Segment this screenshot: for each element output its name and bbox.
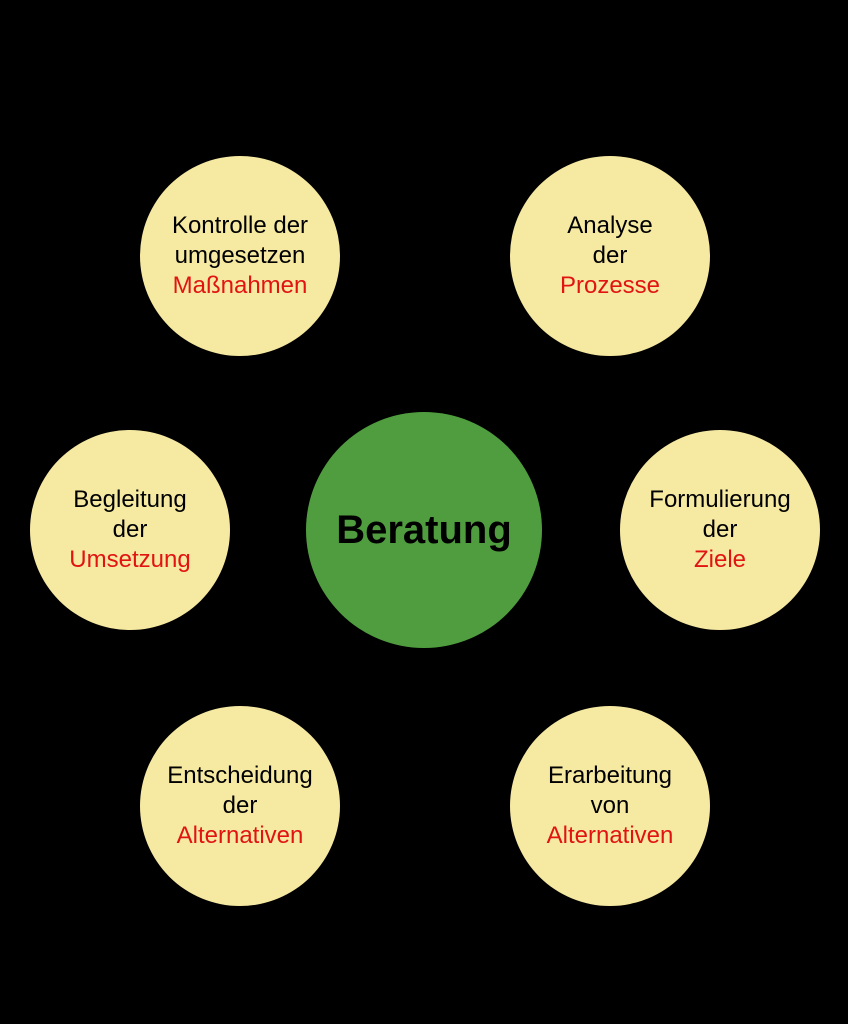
diagram-canvas: Beratung Analyse der Prozesse Formulieru… [0, 0, 848, 1024]
node-line2: umgesetzen [175, 241, 306, 271]
node-entscheidung: Entscheidung der Alternativen [140, 706, 340, 906]
node-keyword: Umsetzung [69, 545, 190, 575]
node-kontrolle: Kontrolle der umgesetzen Maßnahmen [140, 156, 340, 356]
node-keyword: Alternativen [177, 821, 304, 851]
node-line1: Formulierung [649, 485, 790, 515]
node-line2: der [703, 515, 738, 545]
node-formulierung: Formulierung der Ziele [620, 430, 820, 630]
node-keyword: Ziele [694, 545, 746, 575]
node-keyword: Prozesse [560, 271, 660, 301]
node-line2: der [593, 241, 628, 271]
node-line1: Analyse [567, 211, 652, 241]
node-line2: von [591, 791, 630, 821]
node-begleitung: Begleitung der Umsetzung [30, 430, 230, 630]
node-keyword: Maßnahmen [173, 271, 308, 301]
node-erarbeitung: Erarbeitung von Alternativen [510, 706, 710, 906]
node-line1: Kontrolle der [172, 211, 308, 241]
node-line2: der [113, 515, 148, 545]
center-label: Beratung [336, 505, 512, 555]
node-analyse: Analyse der Prozesse [510, 156, 710, 356]
node-line1: Entscheidung [167, 761, 312, 791]
center-node: Beratung [306, 412, 542, 648]
node-keyword: Alternativen [547, 821, 674, 851]
node-line2: der [223, 791, 258, 821]
node-line1: Begleitung [73, 485, 186, 515]
node-line1: Erarbeitung [548, 761, 672, 791]
